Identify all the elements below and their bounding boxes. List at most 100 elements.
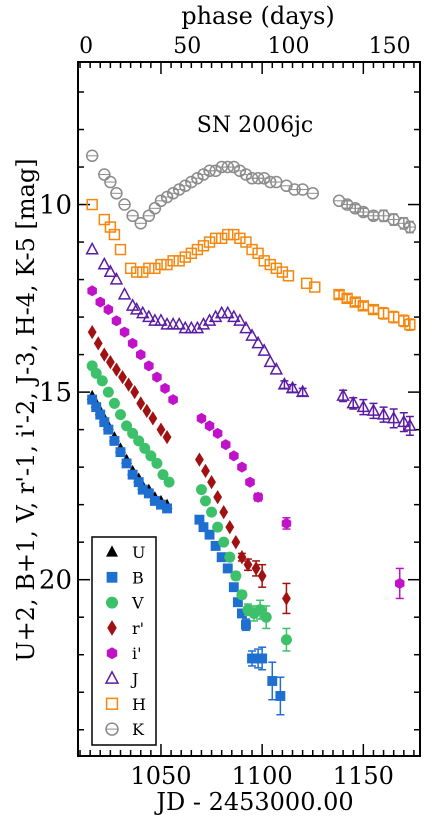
data-point xyxy=(236,608,247,619)
data-point xyxy=(114,409,126,421)
data-point xyxy=(222,563,233,574)
legend-box xyxy=(91,536,157,746)
data-point xyxy=(103,264,118,278)
data-point xyxy=(227,309,241,323)
data-point xyxy=(133,435,145,447)
data-point xyxy=(234,232,246,245)
legend-marker xyxy=(106,647,118,660)
data-point xyxy=(99,417,110,428)
data-point xyxy=(130,384,140,400)
data-point xyxy=(254,604,266,616)
top-tick-label: 50 xyxy=(173,34,201,59)
series-B xyxy=(87,394,286,716)
data-point xyxy=(129,301,144,315)
data-point xyxy=(216,552,227,563)
axis-ticks: 1050 1100 1150 0 50 100 150 10 15 20 xyxy=(39,34,420,790)
legend-label: J xyxy=(130,670,138,689)
data-point xyxy=(145,450,157,462)
data-point xyxy=(204,420,215,432)
data-point xyxy=(103,304,114,316)
data-point xyxy=(213,490,223,505)
data-point xyxy=(251,561,261,576)
data-point xyxy=(280,634,292,646)
data-point xyxy=(251,335,265,349)
x-axis-label: JD - 2453000.00 xyxy=(153,788,353,816)
data-point xyxy=(246,243,258,256)
top-tick-label: 150 xyxy=(369,34,411,59)
data-point xyxy=(190,320,205,334)
data-point xyxy=(336,388,350,401)
data-point xyxy=(154,313,168,326)
data-point xyxy=(121,420,133,432)
x-tick-label: 1050 xyxy=(130,762,191,790)
data-point xyxy=(196,412,207,424)
data-point xyxy=(143,262,155,275)
data-point xyxy=(207,475,216,490)
data-point xyxy=(395,577,405,589)
data-point xyxy=(130,266,143,278)
legend-label: B xyxy=(132,568,144,587)
data-point xyxy=(168,394,178,406)
data-point xyxy=(275,691,286,701)
data-point xyxy=(229,450,239,462)
data-point xyxy=(240,236,252,248)
data-point xyxy=(212,521,224,533)
data-point xyxy=(397,414,411,428)
top-tick-label: 0 xyxy=(79,34,93,59)
data-point xyxy=(155,258,167,271)
data-point xyxy=(282,591,291,606)
data-point xyxy=(127,427,139,439)
data-point xyxy=(267,676,278,686)
data-point xyxy=(95,409,106,420)
data-point xyxy=(212,427,223,439)
legend-marker xyxy=(106,596,118,609)
series-J xyxy=(85,241,417,437)
data-point xyxy=(356,399,371,413)
data-marks xyxy=(85,149,417,716)
legend-label: H xyxy=(132,695,146,714)
series-H xyxy=(86,198,416,331)
data-point xyxy=(97,256,112,270)
data-point xyxy=(208,309,223,323)
data-point xyxy=(285,380,300,394)
data-point xyxy=(112,362,121,377)
data-point xyxy=(104,221,117,233)
legend-label: r' xyxy=(132,619,144,638)
data-point xyxy=(241,619,251,630)
data-point xyxy=(277,376,292,390)
data-point xyxy=(121,458,132,469)
data-point xyxy=(366,403,381,416)
data-point xyxy=(264,258,276,271)
legend-label: K xyxy=(132,720,145,739)
data-point xyxy=(257,653,268,664)
data-point xyxy=(117,286,132,300)
data-point xyxy=(202,313,217,326)
data-point xyxy=(237,550,247,565)
data-point xyxy=(209,232,222,245)
data-point xyxy=(157,469,169,481)
data-point xyxy=(215,232,228,245)
data-point xyxy=(300,277,313,290)
data-point xyxy=(219,505,229,520)
legend-marker xyxy=(106,545,118,557)
data-point xyxy=(108,228,121,241)
data-point xyxy=(163,476,175,488)
legend-label: V xyxy=(131,594,144,613)
data-point xyxy=(236,589,248,601)
top-axis-label: phase (days) xyxy=(181,2,335,30)
data-point xyxy=(206,506,218,518)
data-point xyxy=(196,316,211,330)
y-tick-label: 20 xyxy=(39,566,72,596)
data-point xyxy=(111,315,122,327)
series-ip xyxy=(87,285,405,600)
data-point xyxy=(137,484,148,495)
data-point xyxy=(386,410,401,424)
data-point xyxy=(109,271,124,285)
data-point xyxy=(124,377,133,392)
data-point xyxy=(269,361,284,375)
data-point xyxy=(247,653,257,664)
chart-title: SN 2006jc xyxy=(197,113,313,138)
data-point xyxy=(143,488,154,499)
data-point xyxy=(87,324,97,340)
